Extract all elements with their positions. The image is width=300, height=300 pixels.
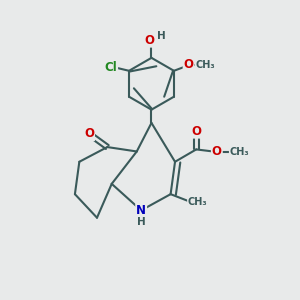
Text: CH₃: CH₃ — [188, 197, 208, 207]
Text: O: O — [212, 145, 222, 158]
Text: O: O — [191, 125, 201, 138]
Text: O: O — [84, 127, 94, 140]
Text: H: H — [137, 217, 146, 226]
Text: Cl: Cl — [104, 61, 117, 74]
Text: O: O — [144, 34, 154, 47]
Text: N: N — [136, 204, 146, 217]
Text: CH₃: CH₃ — [196, 60, 215, 70]
Text: O: O — [184, 58, 194, 71]
Text: H: H — [157, 31, 165, 41]
Text: CH₃: CH₃ — [230, 147, 249, 157]
